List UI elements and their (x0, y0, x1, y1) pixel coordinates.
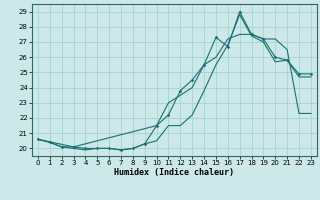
X-axis label: Humidex (Indice chaleur): Humidex (Indice chaleur) (115, 168, 234, 177)
